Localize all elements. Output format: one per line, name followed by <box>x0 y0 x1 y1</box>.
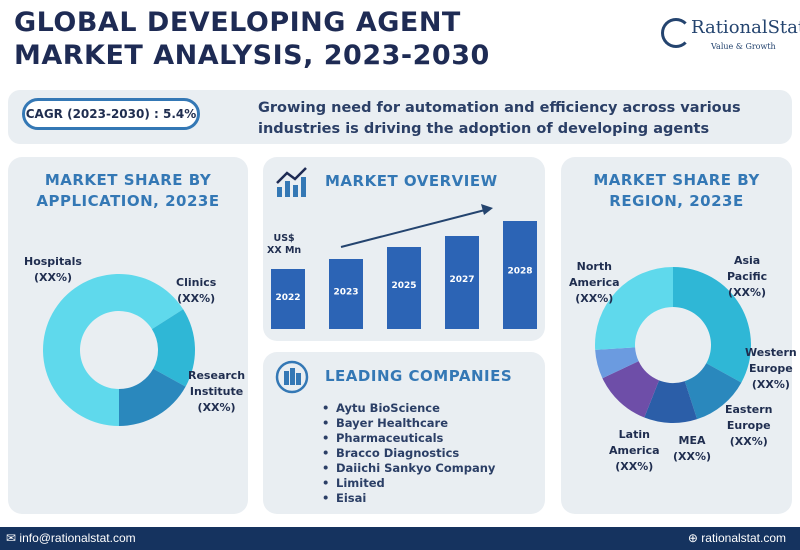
globe-icon: ⊕ <box>687 531 698 545</box>
label-clinics: Clinics (XX%) <box>176 276 217 305</box>
logo-tagline: Value & Growth <box>711 42 776 51</box>
region-slice-3 <box>602 361 660 418</box>
buildings-icon <box>275 360 309 394</box>
bar-label-2028: 2028 <box>507 267 532 277</box>
region-slice-5 <box>595 267 673 350</box>
bar-label-2023: 2023 <box>333 288 358 298</box>
logo-name: RationalStat <box>691 17 800 38</box>
footer-email-text: info@rationalstat.com <box>19 531 136 545</box>
bar-2022 <box>271 269 305 329</box>
overview-unit-label: US$ XX Mn <box>267 233 302 256</box>
company-list: Aytu BioScience Bayer Healthcare Pharmac… <box>322 401 495 506</box>
list-item: Bracco Diagnostics <box>322 446 495 461</box>
title-line-2: MARKET ANALYSIS, 2023-2030 <box>14 40 490 71</box>
label-western-europe: Western Europe (XX%) <box>745 346 797 391</box>
bar-2027 <box>445 236 479 329</box>
application-donut-chart <box>42 274 195 426</box>
bar-label-2022: 2022 <box>275 293 300 303</box>
application-slice-0 <box>42 274 184 426</box>
region-share-panel: MARKET SHARE BY REGION, 2023E North Ameri… <box>561 157 797 514</box>
region-title-line-1: MARKET SHARE BY <box>593 171 760 189</box>
label-hospitals: Hospitals (XX%) <box>24 255 82 284</box>
summary-band: CAGR (2023-2030) : 5.4% Growing need for… <box>8 90 792 144</box>
label-asia-pacific: Asia Pacific (XX%) <box>727 254 768 299</box>
email-icon: ✉ <box>6 531 17 545</box>
page-title: GLOBAL DEVELOPING AGENT MARKET ANALYSIS,… <box>14 6 490 72</box>
application-share-panel: MARKET SHARE BY APPLICATION, 2023E Hospi… <box>8 157 248 514</box>
title-line-1: GLOBAL DEVELOPING AGENT <box>14 7 461 38</box>
trend-arrow-head <box>481 204 493 215</box>
footer-bar: ✉ info@rationalstat.com ⊕ rationalstat.c… <box>0 527 800 550</box>
region-slice-4 <box>595 347 639 379</box>
label-latin-america: Latin America (XX%) <box>609 428 660 473</box>
bar-2028 <box>503 221 537 329</box>
overview-panel-title: MARKET OVERVIEW <box>325 172 498 190</box>
market-overview-bar-chart: 2022 2023 2025 2027 2028 <box>271 204 537 329</box>
bar-2023 <box>329 259 363 329</box>
trend-arrow-line <box>340 209 486 248</box>
application-panel-title: MARKET SHARE BY APPLICATION, 2023E <box>8 170 248 212</box>
region-slice-0 <box>673 267 751 383</box>
list-item: Bayer Healthcare <box>322 416 495 431</box>
region-slice-1 <box>684 363 742 420</box>
region-slice-2 <box>644 380 698 423</box>
list-item: Pharmaceuticals <box>322 431 495 446</box>
market-driver-text: Growing need for automation and efficien… <box>258 100 741 137</box>
market-overview-panel: MARKET OVERVIEW US$ XX Mn 2022 2023 2025 202… <box>263 157 545 341</box>
bar-label-2025: 2025 <box>391 281 416 291</box>
application-slice-1 <box>151 309 195 387</box>
brand-logo: RationalStat Value & Growth <box>661 15 800 59</box>
list-item: Aytu BioScience <box>322 401 495 416</box>
region-donut-chart <box>595 267 751 423</box>
cagr-badge: CAGR (2023-2030) : 5.4% <box>22 98 200 130</box>
label-research-institute: Research Institute (XX%) <box>188 369 246 414</box>
region-title-line-2: REGION, 2023E <box>609 192 744 210</box>
label-mea: MEA (XX%) <box>673 434 712 463</box>
region-panel-title: MARKET SHARE BY REGION, 2023E <box>561 170 792 212</box>
application-title-line-1: MARKET SHARE BY <box>44 171 212 189</box>
growth-chart-icon <box>276 167 307 197</box>
logo-ring-icon <box>661 18 691 48</box>
application-slice-2 <box>119 368 186 426</box>
bar-2025 <box>387 247 421 329</box>
label-north-america: North America (XX%) <box>569 260 620 305</box>
list-item: Limited <box>322 476 495 491</box>
list-item: Daiichi Sankyo Company <box>322 461 495 476</box>
companies-panel-title: LEADING COMPANIES <box>325 367 513 385</box>
footer-website-text: rationalstat.com <box>701 531 786 545</box>
bar-label-2027: 2027 <box>449 275 474 285</box>
label-eastern-europe: Eastern Europe (XX%) <box>725 403 773 448</box>
application-title-line-2: APPLICATION, 2023E <box>36 192 220 210</box>
list-item: Eisai <box>322 491 495 506</box>
footer-website[interactable]: ⊕ rationalstat.com <box>688 531 786 545</box>
footer-email[interactable]: ✉ info@rationalstat.com <box>6 531 136 545</box>
